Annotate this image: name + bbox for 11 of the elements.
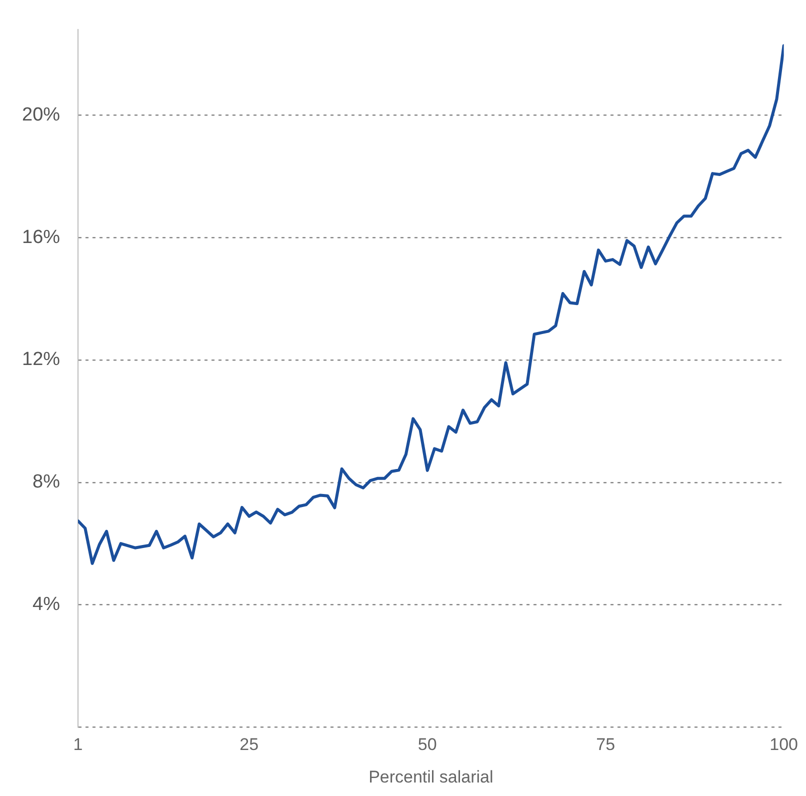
y-tick-label: 8% bbox=[32, 472, 60, 493]
x-axis-title: Percentil salarial bbox=[368, 767, 494, 786]
x-tick-label: 75 bbox=[596, 735, 616, 754]
y-tick-label: 4% bbox=[32, 594, 60, 616]
x-tick-label: 25 bbox=[240, 735, 259, 754]
y-tick-label: 20% bbox=[22, 104, 60, 126]
y-tick-label: 12% bbox=[22, 349, 60, 370]
x-tick-label: 1 bbox=[73, 735, 83, 754]
y-tick-label: 16% bbox=[22, 226, 60, 248]
x-tick-label: 100 bbox=[770, 735, 798, 754]
x-tick-label: 50 bbox=[418, 735, 437, 754]
